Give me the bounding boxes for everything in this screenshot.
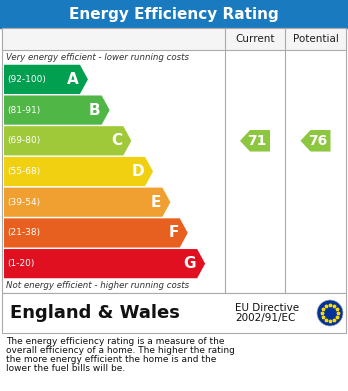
Polygon shape: [4, 218, 188, 248]
Text: Very energy efficient - lower running costs: Very energy efficient - lower running co…: [6, 52, 189, 61]
Text: F: F: [168, 226, 179, 240]
Text: A: A: [67, 72, 79, 87]
Text: (55-68): (55-68): [7, 167, 40, 176]
Text: The energy efficiency rating is a measure of the: The energy efficiency rating is a measur…: [6, 337, 224, 346]
Polygon shape: [301, 130, 331, 152]
Bar: [2, 28, 346, 50]
Polygon shape: [240, 130, 270, 152]
Bar: [0, 0, 348, 28]
Text: 2002/91/EC: 2002/91/EC: [235, 313, 295, 323]
Polygon shape: [4, 157, 153, 186]
Text: lower the fuel bills will be.: lower the fuel bills will be.: [6, 364, 125, 373]
Text: C: C: [111, 133, 122, 148]
Text: E: E: [151, 195, 161, 210]
Text: (92-100): (92-100): [7, 75, 46, 84]
Text: D: D: [132, 164, 144, 179]
Polygon shape: [4, 65, 88, 94]
Bar: [2, 28, 346, 293]
Polygon shape: [4, 126, 131, 155]
Text: England & Wales: England & Wales: [10, 304, 180, 322]
Text: (81-91): (81-91): [7, 106, 40, 115]
Polygon shape: [4, 249, 205, 278]
Text: the more energy efficient the home is and the: the more energy efficient the home is an…: [6, 355, 216, 364]
Text: (1-20): (1-20): [7, 259, 34, 268]
Text: Not energy efficient - higher running costs: Not energy efficient - higher running co…: [6, 282, 189, 291]
Text: 76: 76: [308, 134, 327, 148]
Text: Potential: Potential: [293, 34, 339, 44]
Text: G: G: [184, 256, 196, 271]
Text: overall efficiency of a home. The higher the rating: overall efficiency of a home. The higher…: [6, 346, 235, 355]
Circle shape: [317, 300, 343, 326]
Text: EU Directive: EU Directive: [235, 303, 299, 313]
Text: B: B: [89, 102, 101, 118]
Polygon shape: [4, 95, 110, 125]
Text: Current: Current: [235, 34, 275, 44]
Text: (21-38): (21-38): [7, 228, 40, 237]
Text: 71: 71: [247, 134, 267, 148]
Text: (39-54): (39-54): [7, 198, 40, 207]
Text: Energy Efficiency Rating: Energy Efficiency Rating: [69, 7, 279, 22]
Polygon shape: [4, 188, 171, 217]
Text: (69-80): (69-80): [7, 136, 40, 145]
Bar: [2, 293, 346, 333]
